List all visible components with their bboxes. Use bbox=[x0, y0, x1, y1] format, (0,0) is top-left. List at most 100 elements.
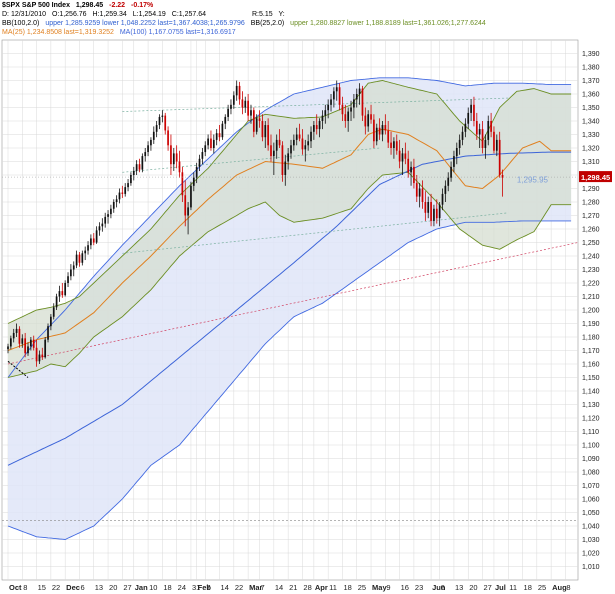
candle-body bbox=[24, 338, 27, 354]
candle-body bbox=[118, 192, 121, 200]
x-tick-label: 11 bbox=[329, 583, 337, 592]
x-tick-label: 22 bbox=[52, 583, 60, 592]
x-tick-label: 9 bbox=[386, 583, 390, 592]
candle-body bbox=[201, 152, 204, 159]
candle-body bbox=[358, 88, 361, 94]
candle-body bbox=[493, 131, 495, 151]
candle-body bbox=[124, 187, 127, 194]
candle-body bbox=[464, 123, 467, 132]
y-tick-label: 1,280 bbox=[582, 200, 600, 207]
y-tick-label: 1,140 bbox=[582, 389, 600, 396]
ohlc-high: H:1,259.34 bbox=[92, 11, 127, 18]
x-tick-label: Mar bbox=[249, 583, 262, 592]
candle-body bbox=[72, 265, 75, 270]
candle-body bbox=[390, 142, 392, 148]
candle-body bbox=[250, 110, 252, 116]
bb100-label: BB(100,2.0) bbox=[2, 20, 40, 27]
y-tick-label: 1,250 bbox=[582, 240, 600, 247]
y-tick-label: 1,350 bbox=[582, 105, 600, 112]
chart-header-bollinger-line: BB(100,2.0) upper 1,285.9259 lower 1,048… bbox=[2, 20, 490, 28]
candle-body bbox=[192, 177, 195, 186]
candle-body bbox=[167, 130, 169, 146]
candle-body bbox=[110, 208, 112, 215]
candle-body bbox=[287, 153, 289, 162]
candle-body bbox=[458, 139, 461, 148]
candles-group bbox=[7, 80, 504, 367]
bb25-upper-line bbox=[7, 80, 572, 324]
candle-body bbox=[107, 214, 109, 217]
candle-body bbox=[284, 161, 287, 175]
bb25-lower-line bbox=[7, 171, 572, 378]
candle-body bbox=[227, 108, 229, 117]
candle-body bbox=[141, 156, 144, 170]
x-tick-label: 18 bbox=[343, 583, 351, 592]
x-tick-label: 21 bbox=[289, 583, 297, 592]
y-tick-label: 1,200 bbox=[582, 308, 600, 315]
candle-body bbox=[364, 115, 367, 127]
bollinger-bands-group bbox=[8, 77, 572, 540]
y-tick-label: 1,020 bbox=[582, 551, 600, 558]
x-tick-label: 25 bbox=[358, 583, 366, 592]
y-tick-label: 1,060 bbox=[582, 497, 600, 504]
candle-body bbox=[335, 87, 338, 92]
x-tick-label: 22 bbox=[235, 583, 243, 592]
candle-body bbox=[30, 339, 32, 347]
candle-body bbox=[355, 94, 358, 100]
candle-body bbox=[410, 166, 412, 173]
candle-body bbox=[38, 354, 41, 362]
candle-body bbox=[327, 104, 330, 111]
x-tick-label: 7 bbox=[261, 583, 265, 592]
candle-body bbox=[275, 139, 278, 151]
candle-body bbox=[261, 121, 264, 138]
x-tick-label: 14 bbox=[275, 583, 283, 592]
y-tick-label: 1,390 bbox=[582, 51, 600, 58]
x-tick-label: 23 bbox=[415, 583, 423, 592]
y-tick-label: 1,010 bbox=[582, 564, 600, 571]
x-tick-label: 7 bbox=[206, 583, 210, 592]
candle-body bbox=[130, 175, 132, 184]
candle-body bbox=[401, 153, 404, 162]
candle-body bbox=[307, 141, 310, 146]
y-tick-label: 1,030 bbox=[582, 537, 600, 544]
candle-body bbox=[404, 153, 407, 159]
candle-body bbox=[195, 166, 198, 178]
y-tick-label: 1,120 bbox=[582, 416, 600, 423]
candle-body bbox=[92, 238, 95, 243]
candle-body bbox=[215, 133, 218, 140]
candle-body bbox=[184, 195, 187, 216]
x-tick-label: 20 bbox=[109, 583, 117, 592]
candle-body bbox=[147, 145, 149, 153]
candle-body bbox=[373, 119, 375, 142]
candle-body bbox=[424, 202, 427, 213]
y-tick-label: 1,160 bbox=[582, 362, 600, 369]
candle-body bbox=[181, 172, 184, 196]
price-label-annotation: 1,295.95 bbox=[517, 175, 549, 184]
candle-body bbox=[313, 125, 315, 132]
candle-body bbox=[495, 139, 498, 151]
candle-body bbox=[18, 328, 21, 344]
last-price: 1,298.45 bbox=[75, 2, 104, 9]
y-tick-label: 1,380 bbox=[582, 65, 600, 72]
candle-body bbox=[112, 202, 115, 209]
x-tick-label: 15 bbox=[38, 583, 46, 592]
x-tick-label: 6 bbox=[80, 583, 84, 592]
candle-body bbox=[435, 208, 438, 219]
candle-body bbox=[50, 316, 52, 327]
candle-body bbox=[78, 254, 81, 263]
candle-body bbox=[367, 114, 370, 127]
y-tick-label: 1,360 bbox=[582, 92, 600, 99]
candle-body bbox=[121, 192, 124, 194]
candle-body bbox=[64, 283, 67, 296]
candle-body bbox=[270, 145, 272, 157]
candle-body bbox=[35, 347, 38, 362]
candle-body bbox=[350, 107, 352, 112]
candle-body bbox=[267, 125, 269, 146]
candle-body bbox=[295, 134, 298, 140]
symbol-title: $SPX S&P 500 Index bbox=[2, 2, 70, 9]
candle-body bbox=[95, 230, 98, 243]
candle-body bbox=[481, 129, 484, 148]
candle-body bbox=[418, 188, 421, 197]
bb100-values: upper 1,285.9259 lower 1,048.2252 last=1… bbox=[45, 20, 245, 27]
ohlc-open: O:1,256.76 bbox=[51, 11, 87, 18]
